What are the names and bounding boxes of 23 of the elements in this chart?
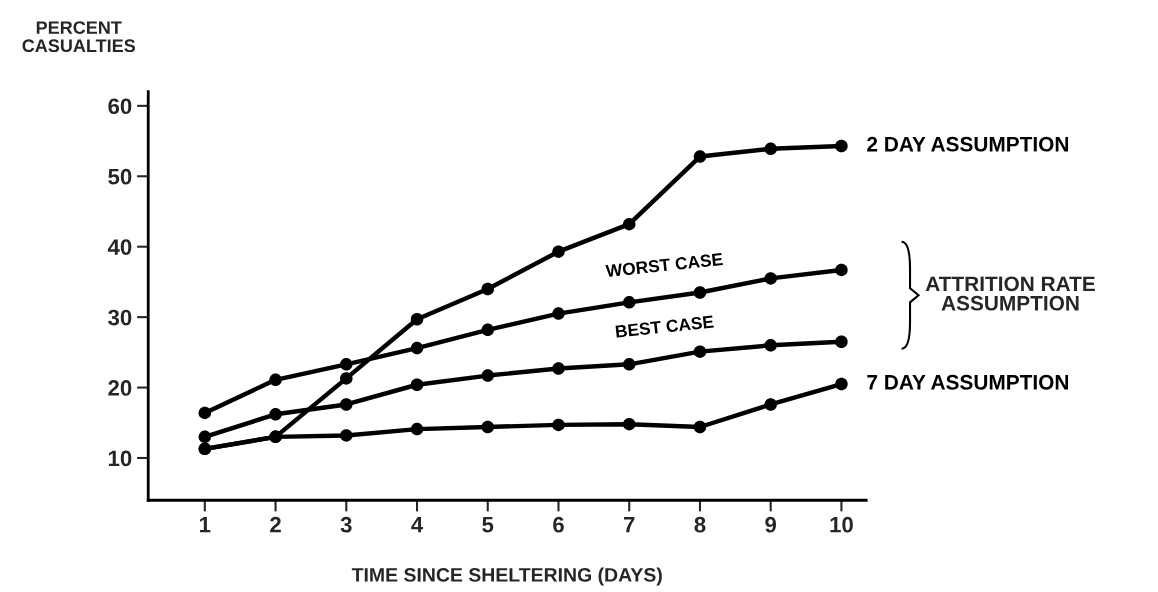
y-axis-title: PERCENT CASUALTIES (22, 21, 136, 53)
x-tick-label: 10 (830, 516, 853, 533)
y-tick-label: 40 (107, 239, 132, 255)
x-tick-label: 4 (411, 517, 424, 533)
y-tick-label: 20 (108, 380, 132, 396)
series-label: 7 DAY ASSUMPTION (867, 374, 1069, 390)
series-label: 2 DAY ASSUMPTION (867, 136, 1069, 152)
y-tick-label: 30 (108, 309, 132, 326)
x-tick-label: 5 (482, 517, 494, 533)
y-tick-label: 60 (108, 98, 132, 115)
text: ATTRITION RATE ASSUMPTION (925, 276, 1095, 311)
x-tick-label: 3 (340, 516, 352, 533)
x-tick-label: 9 (765, 516, 777, 533)
y-tick-label: 10 (108, 450, 132, 467)
x-tick-label: 1 (200, 517, 211, 533)
x-tick-label: 6 (553, 516, 564, 533)
x-tick-label: 8 (694, 516, 706, 533)
text: BEST CASE (615, 315, 714, 338)
x-tick-label: 2 (270, 516, 281, 533)
text: WORST CASE (605, 252, 723, 278)
x-axis-title: TIME SINCE SHELTERING (DAYS) (351, 567, 662, 586)
y-tick-label: 50 (108, 168, 132, 185)
x-tick-label: 7 (624, 517, 635, 533)
